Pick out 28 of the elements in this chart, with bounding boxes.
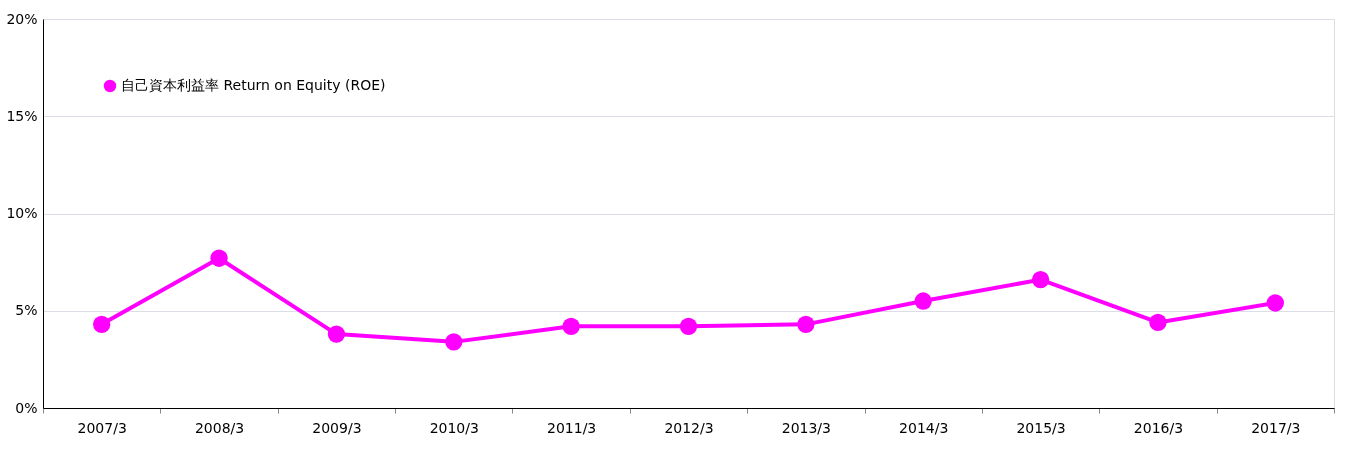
x-tick-label: 2016/3 bbox=[1133, 419, 1184, 436]
point bbox=[93, 315, 111, 334]
point bbox=[1266, 294, 1284, 312]
y-tick-label: 5% bbox=[15, 302, 38, 319]
x-tick-label: 2017/3 bbox=[1251, 419, 1301, 436]
point bbox=[562, 317, 580, 335]
point bbox=[1031, 270, 1050, 289]
legend-label: 自己資本利益率 Return on Equity (ROE) bbox=[121, 77, 386, 93]
point bbox=[797, 315, 815, 334]
x-tick-label: 2007/3 bbox=[77, 419, 127, 436]
point bbox=[445, 333, 463, 351]
point bbox=[327, 325, 346, 343]
x-tick-label: 2009/3 bbox=[312, 419, 362, 436]
point bbox=[679, 317, 698, 335]
y-tick-label: 20% bbox=[6, 10, 38, 27]
point bbox=[914, 292, 932, 310]
x-tick-label: 2008/3 bbox=[194, 419, 245, 436]
x-tick-label: 2012/3 bbox=[664, 419, 714, 436]
x-tick-label: 2011/3 bbox=[547, 419, 597, 436]
y-tick-label: 10% bbox=[6, 205, 38, 221]
y-tick-label: 0% bbox=[15, 399, 38, 416]
x-tick-label: 2010/3 bbox=[429, 419, 479, 436]
point bbox=[210, 249, 228, 267]
point bbox=[1149, 313, 1167, 332]
y-tick-label: 15% bbox=[6, 107, 38, 124]
x-tick-label: 2015/3 bbox=[1016, 419, 1066, 436]
x-tick-label: 2013/3 bbox=[781, 419, 831, 436]
x-tick-label: 2014/3 bbox=[899, 419, 949, 436]
